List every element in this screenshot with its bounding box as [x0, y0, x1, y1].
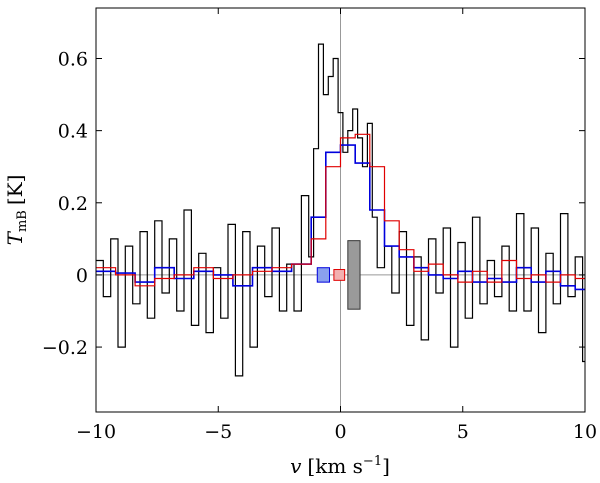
y-axis-label: TmB [K]	[3, 175, 30, 246]
red-error-box	[333, 269, 346, 281]
y-tick-label: 0.4	[58, 121, 88, 143]
x-axis-unit-close: ]	[382, 454, 390, 478]
y-tick-label: 0.6	[58, 49, 88, 71]
y-tick-label: 0.2	[58, 193, 88, 215]
y-tick-label: 0	[76, 265, 88, 287]
y-tick-label: −0.2	[42, 337, 88, 359]
series-layer	[96, 43, 585, 377]
x-axis-unit: [km s	[307, 454, 363, 478]
gray-error-box	[347, 240, 361, 310]
y-axis-unit: [K]	[3, 175, 27, 206]
x-tick-label: 0	[334, 421, 346, 443]
x-tick-label: 10	[573, 421, 597, 443]
x-axis-label: v [km s−1]	[290, 454, 390, 478]
error-boxes	[316, 240, 361, 310]
x-tick-label: −5	[204, 421, 232, 443]
red-model-line	[96, 133, 585, 287]
x-tick-label: −10	[76, 421, 116, 443]
reference-lines	[96, 8, 585, 412]
x-axis-symbol: v	[290, 454, 302, 478]
y-axis-subscript: mB	[15, 210, 30, 232]
x-axis-unit-exponent: −1	[363, 454, 382, 469]
x-tick-label: 5	[457, 421, 469, 443]
blue-error-box	[316, 267, 330, 283]
observed-spectrum-line	[96, 43, 585, 377]
axis-ticks: −10 −5 0 5 10 −0.2 0 0.2 0.4 0.6	[42, 8, 597, 443]
y-axis-symbol: T	[3, 230, 27, 245]
